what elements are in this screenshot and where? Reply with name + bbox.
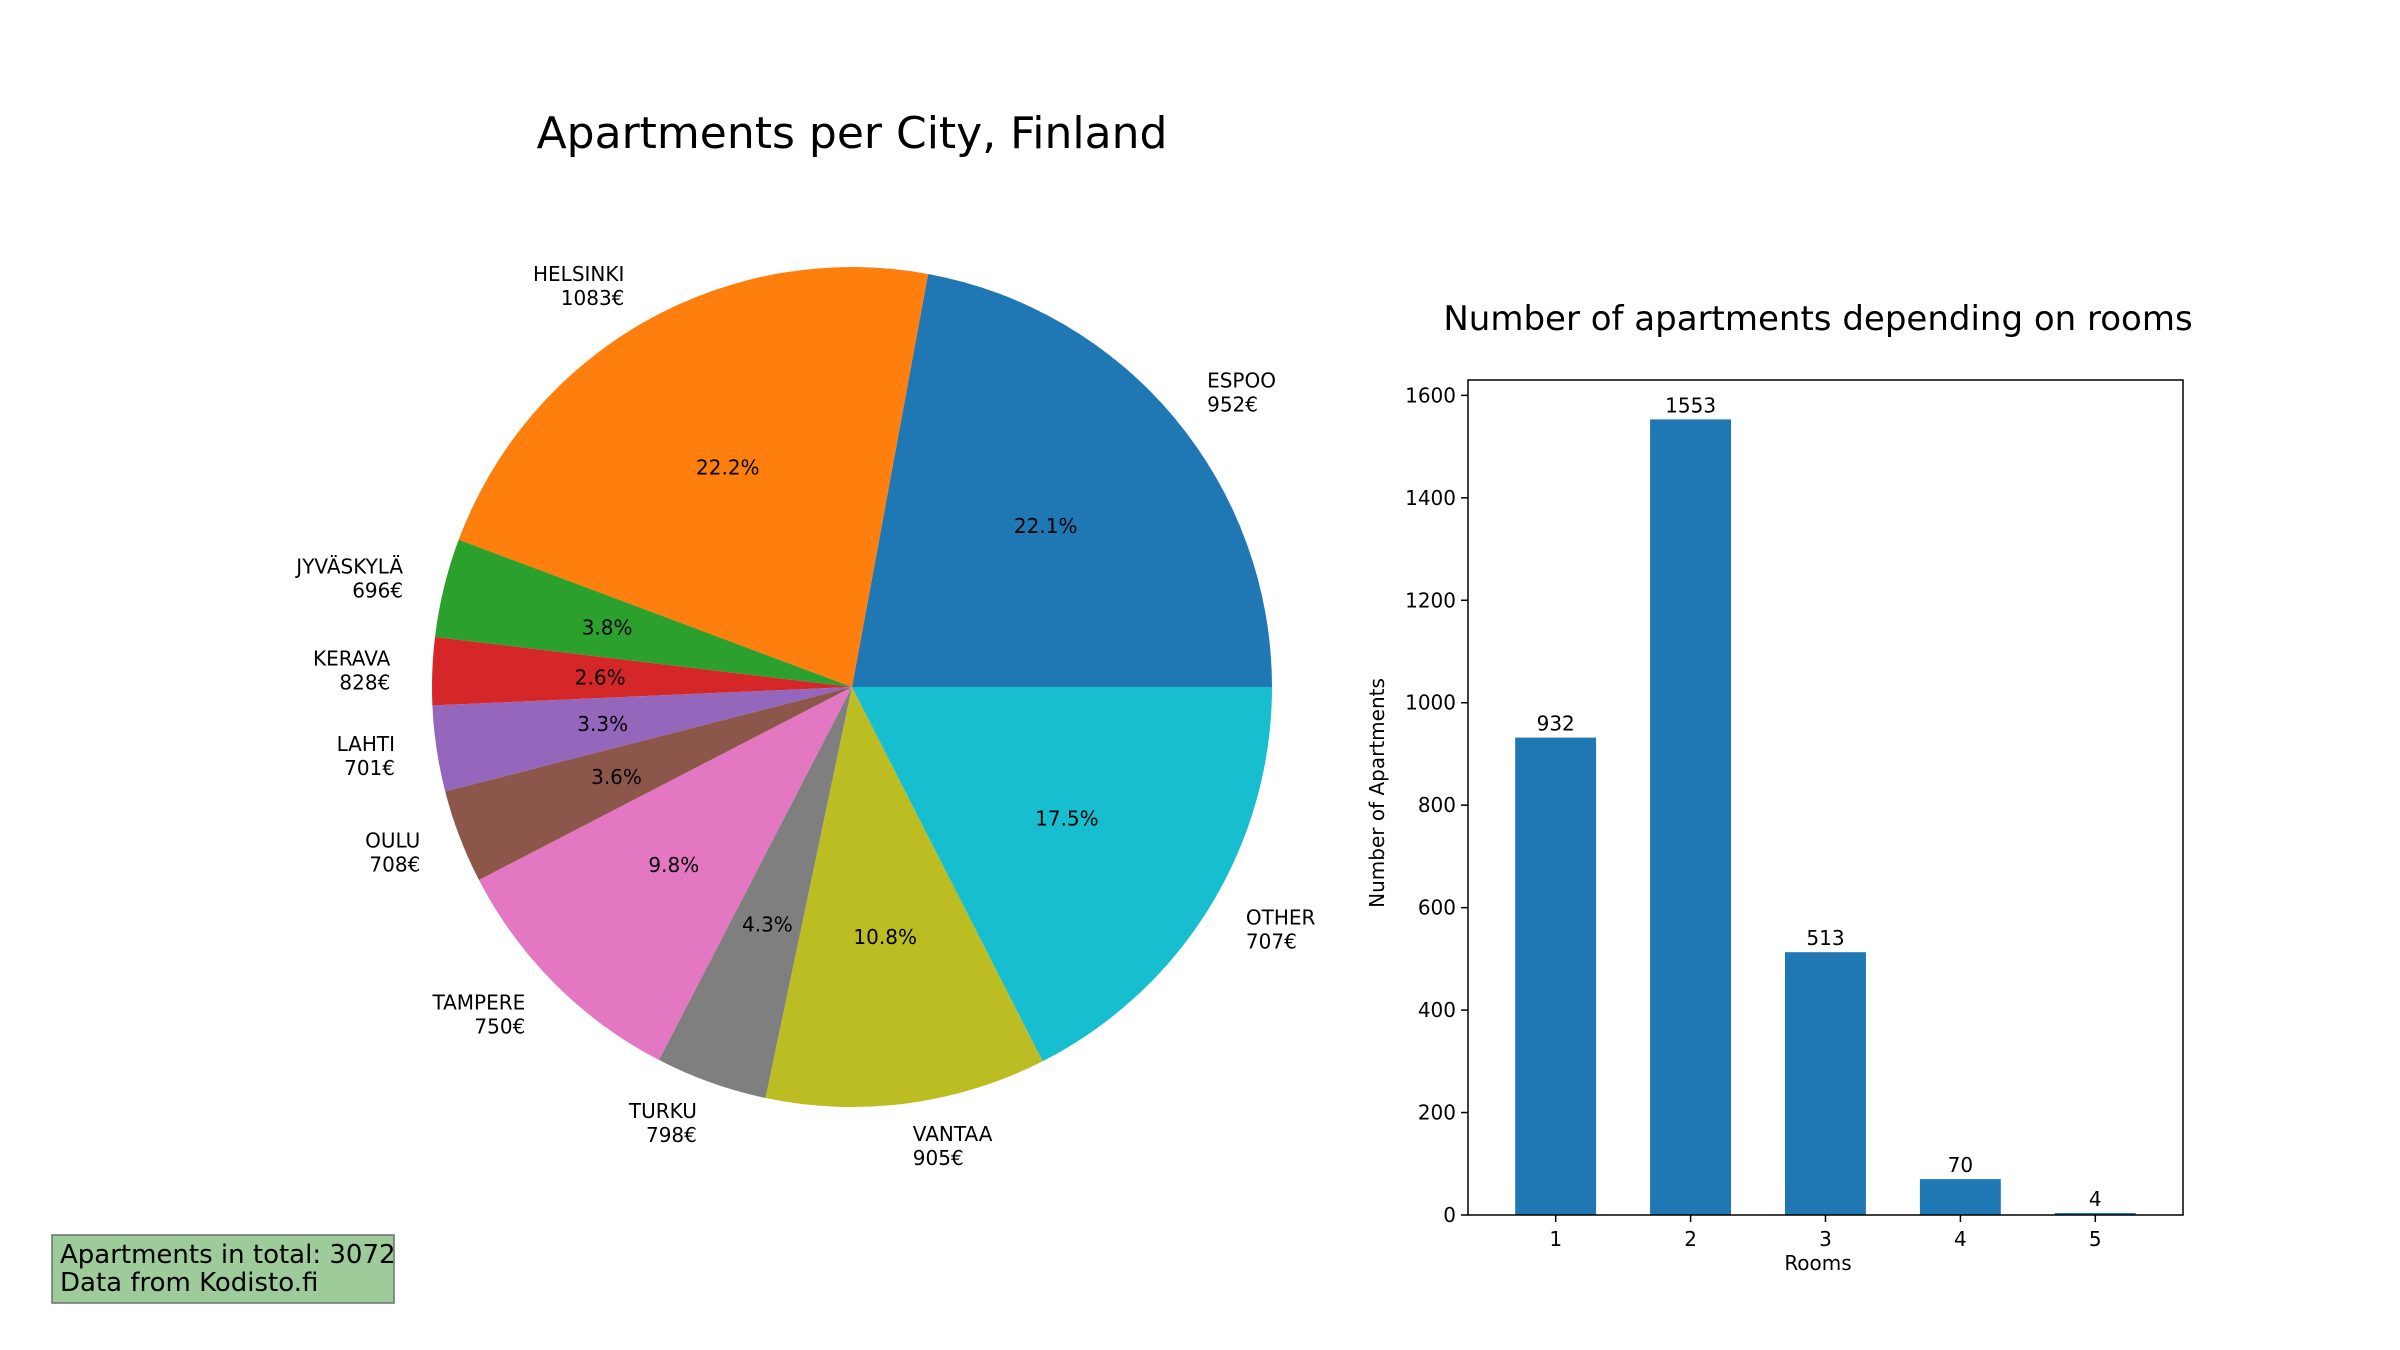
x-tick-label: 2 (1684, 1227, 1697, 1251)
x-tick-label: 5 (2089, 1227, 2102, 1251)
pie-city-label: VANTAA (913, 1122, 993, 1146)
info-box-total: Apartments in total: 3072 (60, 1240, 396, 1270)
pie-percent-label: 2.6% (575, 666, 626, 690)
pie-percent-label: 22.1% (1014, 514, 1078, 538)
bar-rooms-4 (1919, 1179, 2001, 1215)
bar-plot-frame (1467, 379, 2184, 1216)
pie-city-label: OTHER (1246, 905, 1316, 929)
pie-percent-label: 4.3% (742, 912, 793, 936)
bar-value-label: 4 (2089, 1187, 2102, 1211)
bar-plot-area: 932 1 1553 2 513 3 70 4 4 5 0 200 400 600 800 1000 1200 1… (1405, 379, 2184, 1251)
pie-slice-oulu (445, 687, 852, 881)
y-tick-label: 0 (1443, 1203, 1456, 1227)
pie-chart: Apartments per City, Finland 22.1%ESPOO9… (294, 108, 1315, 1170)
pie-percent-label: 3.6% (591, 765, 642, 789)
pie-slice-tampere (478, 687, 852, 1061)
info-box: Apartments in total: 3072 Data from Kodi… (51, 1234, 396, 1304)
pie-price-label: 952€ (1207, 392, 1258, 416)
pie-slices (432, 266, 1272, 1107)
bar-rooms-1 (1515, 737, 1597, 1215)
x-tick-label: 1 (1549, 1227, 1562, 1251)
bar-value-label: 1553 (1665, 393, 1716, 417)
bar-rooms-2 (1650, 419, 1731, 1215)
pie-price-label: 696€ (352, 579, 403, 603)
pie-price-label: 750€ (474, 1015, 525, 1039)
pie-slice-other (852, 687, 1272, 1062)
pie-city-label: ESPOO (1207, 368, 1276, 392)
pie-price-label: 1083€ (561, 286, 625, 310)
y-tick-label: 1200 (1405, 588, 1456, 612)
pie-slice-helsinki (458, 266, 929, 687)
y-tick-label: 800 (1418, 793, 1456, 817)
y-tick-label: 400 (1418, 998, 1456, 1022)
pie-percent-label: 17.5% (1035, 807, 1099, 831)
pie-city-label: HELSINKI (533, 262, 624, 286)
pie-percent-label: 3.3% (577, 712, 628, 736)
pie-city-label: LAHTI (337, 732, 395, 756)
y-tick-label: 1600 (1405, 383, 1456, 407)
pie-slice-lahti (432, 687, 852, 792)
bar-value-label: 70 (1948, 1153, 1973, 1177)
pie-percent-label: 3.8% (582, 615, 633, 639)
y-tick-label: 600 (1418, 896, 1456, 920)
pie-price-label: 701€ (344, 756, 395, 780)
pie-price-label: 905€ (913, 1146, 964, 1170)
pie-slice-turku (658, 687, 852, 1098)
pie-city-label: OULU (365, 829, 420, 853)
y-tick-label: 200 (1418, 1101, 1456, 1125)
x-axis-label: Rooms (1784, 1251, 1851, 1275)
pie-price-label: 707€ (1246, 929, 1297, 953)
pie-chart-title: Apartments per City, Finland (537, 108, 1168, 159)
y-axis-label: Number of Apartments (1365, 678, 1389, 908)
pie-slice-vantaa (765, 687, 1043, 1107)
info-box-background (51, 1234, 395, 1304)
y-tick-label: 1400 (1405, 486, 1456, 510)
x-tick-label: 4 (1954, 1227, 1967, 1251)
bar-chart-title: Number of apartments depending on rooms (1443, 299, 2192, 339)
pie-price-label: 828€ (339, 671, 390, 695)
y-tick-label: 1000 (1405, 691, 1456, 715)
bar-chart: Number of apartments depending on rooms … (1365, 299, 2193, 1275)
pie-city-label: TURKU (628, 1099, 697, 1123)
pie-city-label: JYVÄSKYLÄ (294, 555, 403, 579)
pie-price-label: 798€ (646, 1123, 697, 1147)
info-box-source: Data from Kodisto.fi (60, 1268, 318, 1298)
bar-value-label: 513 (1806, 926, 1844, 950)
bar-rooms-3 (1785, 952, 1866, 1215)
pie-slice-espoo (852, 273, 1272, 687)
pie-percent-label: 10.8% (853, 925, 917, 949)
bar-rooms-5 (2054, 1213, 2136, 1215)
pie-slice-jyväskylä (434, 539, 852, 687)
bar-value-label: 932 (1537, 712, 1575, 736)
pie-price-label: 708€ (369, 853, 420, 877)
x-tick-label: 3 (1819, 1227, 1832, 1251)
pie-city-label: TAMPERE (431, 991, 525, 1015)
pie-city-label: KERAVA (313, 647, 391, 671)
pie-percent-label: 9.8% (648, 853, 699, 877)
pie-percent-label: 22.2% (696, 456, 760, 480)
pie-slice-kerava (432, 636, 852, 706)
